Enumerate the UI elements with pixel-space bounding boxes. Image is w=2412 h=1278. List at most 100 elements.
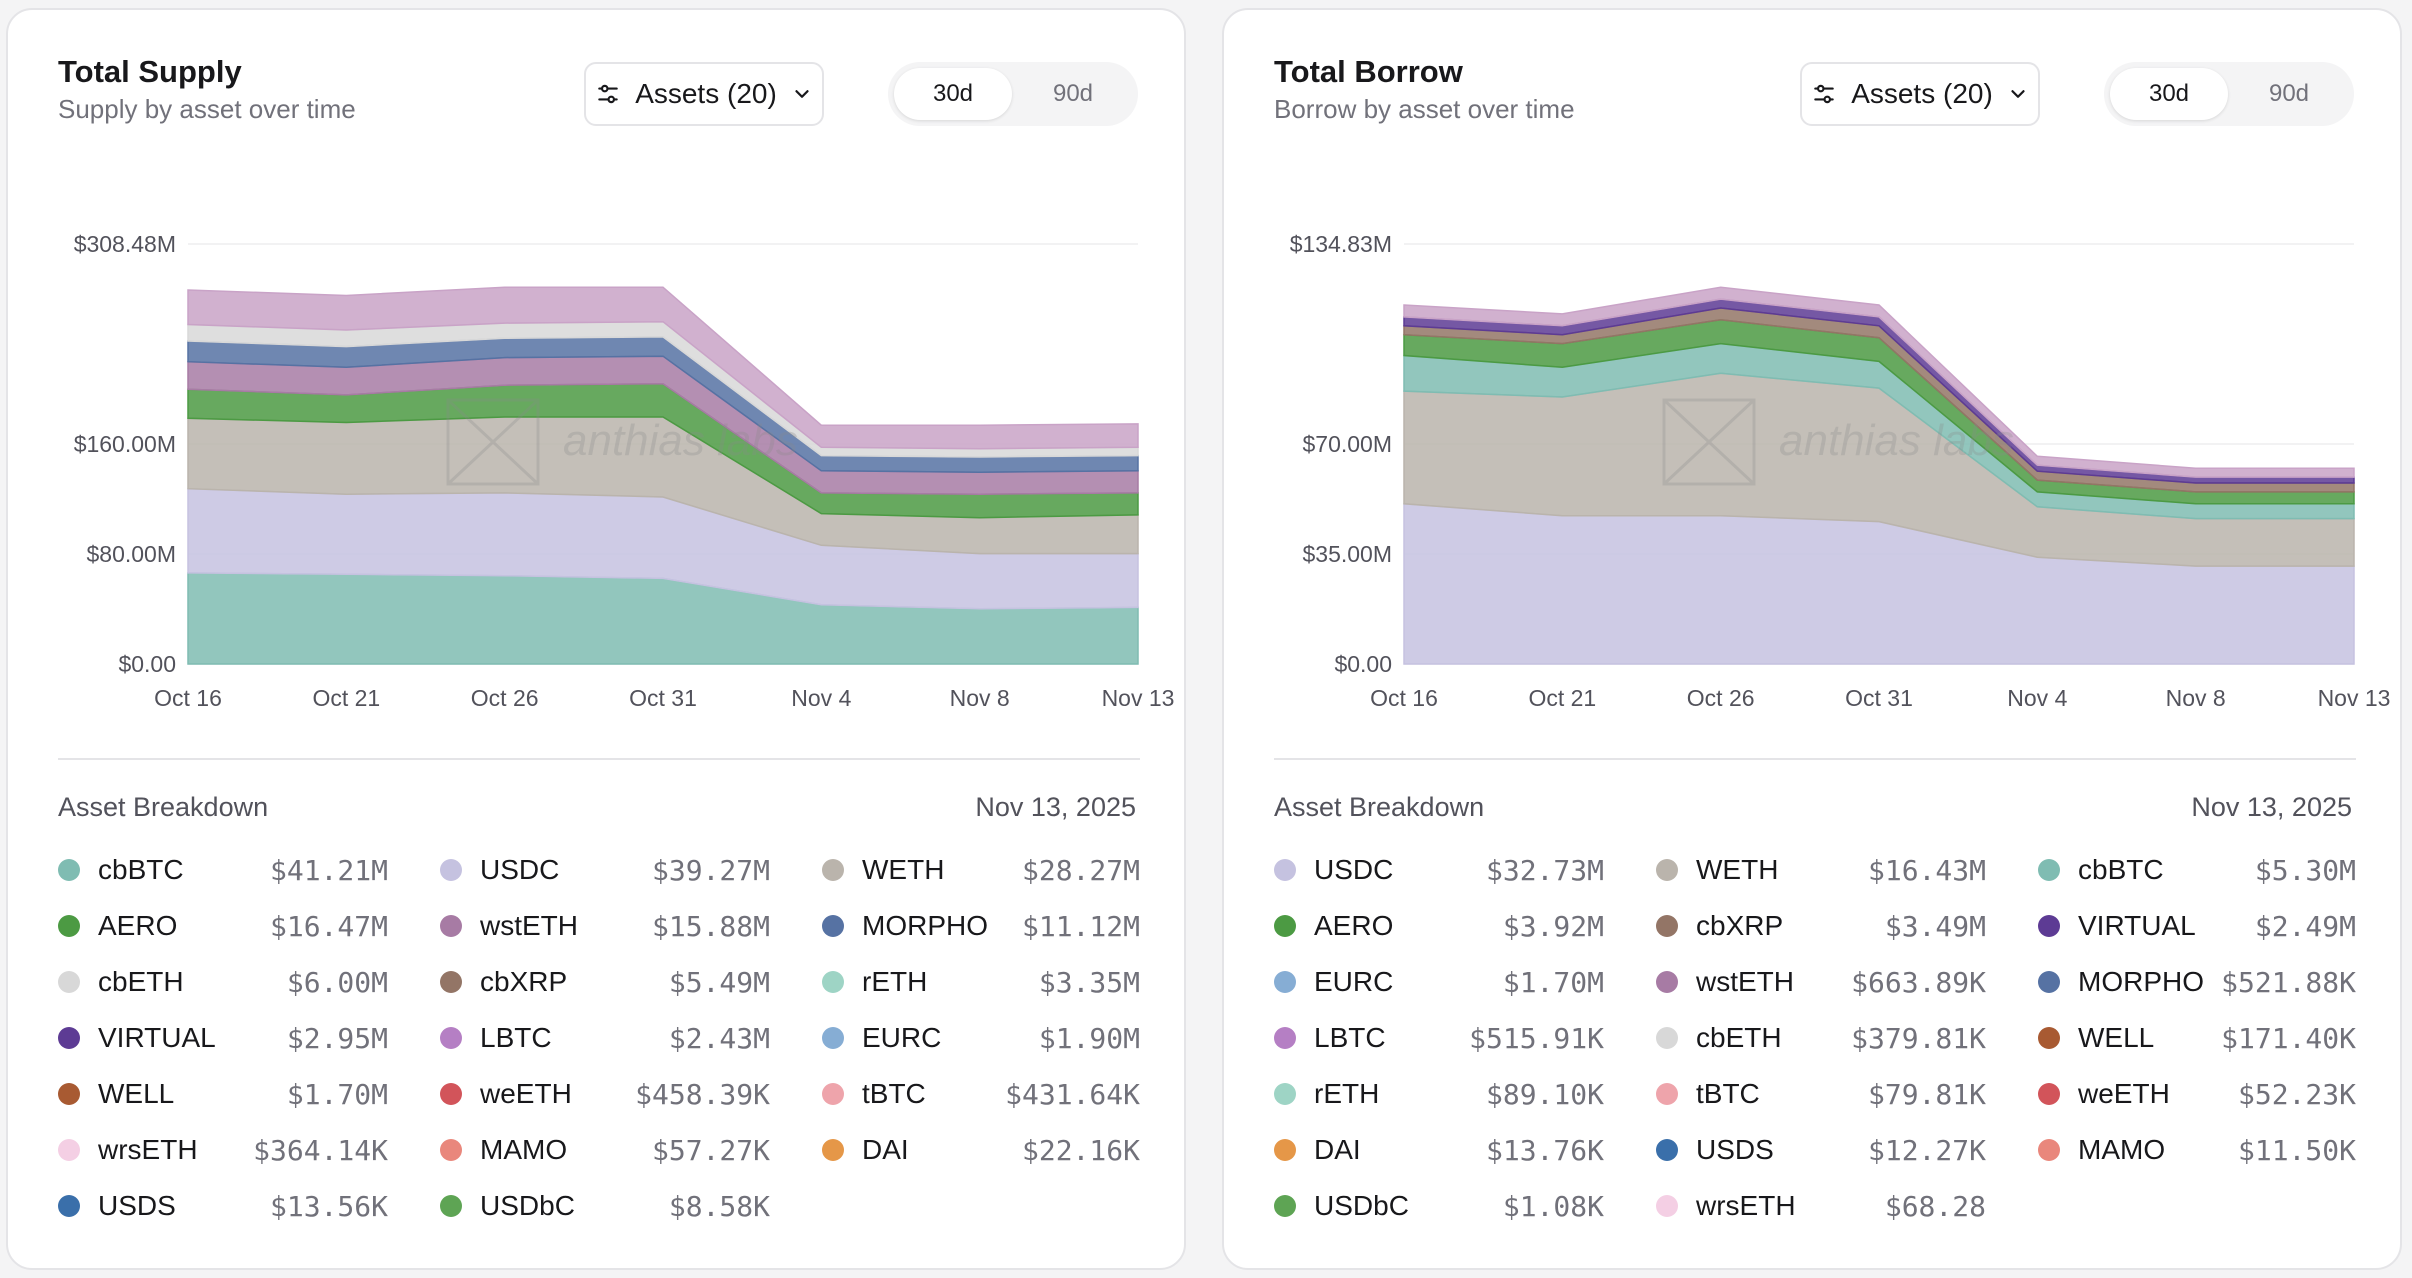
legend-asset-value: $171.40K (2221, 1022, 2356, 1055)
legend-color-dot (58, 1027, 80, 1049)
legend-color-dot (440, 1027, 462, 1049)
chevron-down-icon (795, 90, 809, 98)
legend-item: cbXRP $3.49M (1656, 906, 1986, 946)
supply-card: Total Supply Supply by asset over time A… (6, 8, 1186, 1270)
area-series-others (1403, 286, 2355, 478)
legend-asset-value: $89.10K (1485, 1078, 1604, 1111)
legend-asset-name: cbETH (1696, 1022, 1782, 1053)
legend-asset-name: VIRTUAL (2078, 910, 2196, 941)
legend-item: DAI $13.76K (1274, 1130, 1604, 1170)
y-tick-label: $80.00M (86, 541, 176, 567)
legend-item: MORPHO $11.12M (822, 906, 1140, 946)
legend-asset-name: wstETH (480, 910, 578, 941)
x-tick-label: Nov 8 (2166, 685, 2226, 711)
range-90d-button[interactable]: 90d (1052, 80, 1094, 107)
legend-asset-value: $16.47M (269, 910, 388, 943)
legend-item: EURC $1.70M (1274, 962, 1604, 1002)
legend-item: weETH $52.23K (2038, 1074, 2356, 1114)
legend-asset-name: cbXRP (480, 966, 568, 997)
x-tick-label: Oct 21 (1528, 685, 1596, 711)
legend-asset-name: USDS (98, 1190, 176, 1221)
legend-item: wstETH $15.88M (440, 906, 770, 946)
legend-color-dot (58, 859, 80, 881)
range-30d-button[interactable]: 30d (894, 68, 1012, 120)
legend-asset-name: EURC (1314, 966, 1394, 997)
legend-asset-name: rETH (862, 966, 928, 997)
legend-asset-value: $379.81K (1851, 1022, 1986, 1055)
legend-item: EURC $1.90M (822, 1018, 1140, 1058)
breakdown-date: Nov 13, 2025 (975, 792, 1136, 822)
legend-item: tBTC $431.64K (822, 1074, 1140, 1114)
legend-asset-value: $57.27K (651, 1134, 770, 1167)
legend-item: cbXRP $5.49M (440, 962, 770, 1002)
legend-item: cbBTC $41.21M (58, 850, 388, 890)
legend-asset-value: $3.49M (1884, 910, 1986, 943)
legend-color-dot (1274, 971, 1296, 993)
legend-color-dot (1656, 1195, 1678, 1217)
legend-item: WELL $171.40K (2038, 1018, 2356, 1058)
legend-color-dot (440, 971, 462, 993)
x-tick-label: Nov 4 (791, 685, 851, 711)
x-tick-label: Oct 21 (312, 685, 380, 711)
legend-color-dot (58, 1195, 80, 1217)
legend-asset-value: $8.58K (668, 1190, 770, 1223)
legend-asset-value: $3.35M (1038, 966, 1140, 999)
legend-item: AERO $16.47M (58, 906, 388, 946)
watermark-logo: anthias labs (1662, 398, 2014, 486)
card-subtitle: Supply by asset over time (58, 94, 356, 124)
legend-item: USDbC $8.58K (440, 1186, 770, 1226)
legend-color-dot (440, 1083, 462, 1105)
watermark-text: anthias labs (563, 416, 798, 465)
legend-item: cbETH $6.00M (58, 962, 388, 1002)
legend-asset-value: $431.64K (1005, 1078, 1140, 1111)
legend-color-dot (440, 1195, 462, 1217)
y-tick-label: $308.48M (74, 231, 176, 257)
legend-color-dot (822, 971, 844, 993)
watermark-text: anthias labs (1779, 416, 2014, 465)
legend-item: WETH $28.27M (822, 850, 1140, 890)
range-90d-button[interactable]: 90d (2268, 80, 2310, 107)
sliders-icon (598, 84, 618, 104)
legend-item: USDC $39.27M (440, 850, 770, 890)
legend-color-dot (1274, 1139, 1296, 1161)
legend-item: MORPHO $521.88K (2038, 962, 2356, 1002)
range-30d-button[interactable]: 30d (2110, 68, 2228, 120)
legend-asset-name: USDbC (480, 1190, 575, 1221)
legend-asset-name: WELL (98, 1078, 175, 1109)
legend-asset-name: weETH (2078, 1078, 2170, 1109)
x-tick-label: Oct 16 (1370, 685, 1438, 711)
legend-asset-value: $364.14K (253, 1134, 388, 1167)
assets-filter-button[interactable]: Assets (20) (584, 62, 824, 126)
legend-asset-name: tBTC (1696, 1078, 1760, 1109)
y-tick-label: $134.83M (1290, 231, 1392, 257)
legend-asset-value: $3.92M (1502, 910, 1604, 943)
breakdown-title: Asset Breakdown (58, 792, 269, 822)
legend-asset-name: cbBTC (98, 854, 184, 885)
legend-asset-value: $1.70M (286, 1078, 388, 1111)
legend-color-dot (1656, 971, 1678, 993)
legend-item: MAMO $11.50K (2038, 1130, 2356, 1170)
legend-item: rETH $3.35M (822, 962, 1140, 1002)
legend-asset-value: $458.39K (635, 1078, 770, 1111)
legend-item: cbETH $379.81K (1656, 1018, 1986, 1058)
legend-color-dot (2038, 971, 2060, 993)
legend-color-dot (1274, 1083, 1296, 1105)
y-tick-label: $0.00 (118, 651, 176, 677)
legend-asset-value: $13.56K (269, 1190, 388, 1223)
legend-color-dot (1656, 915, 1678, 937)
legend-color-dot (2038, 1139, 2060, 1161)
area-series-others (187, 286, 1139, 450)
legend-asset-name: weETH (480, 1078, 572, 1109)
legend-asset-value: $521.88K (2221, 966, 2356, 999)
legend-asset-value: $1.90M (1038, 1022, 1140, 1055)
legend-asset-value: $52.23K (2237, 1078, 2356, 1111)
breakdown-date: Nov 13, 2025 (2191, 792, 2352, 822)
legend-asset-name: tBTC (862, 1078, 926, 1109)
legend-color-dot (440, 1139, 462, 1161)
legend-asset-name: WETH (1696, 854, 1779, 885)
legend-color-dot (1656, 1083, 1678, 1105)
legend-item: LBTC $515.91K (1274, 1018, 1604, 1058)
assets-filter-button[interactable]: Assets (20) (1800, 62, 2040, 126)
legend-asset-name: EURC (862, 1022, 942, 1053)
legend-item: VIRTUAL $2.49M (2038, 906, 2356, 946)
